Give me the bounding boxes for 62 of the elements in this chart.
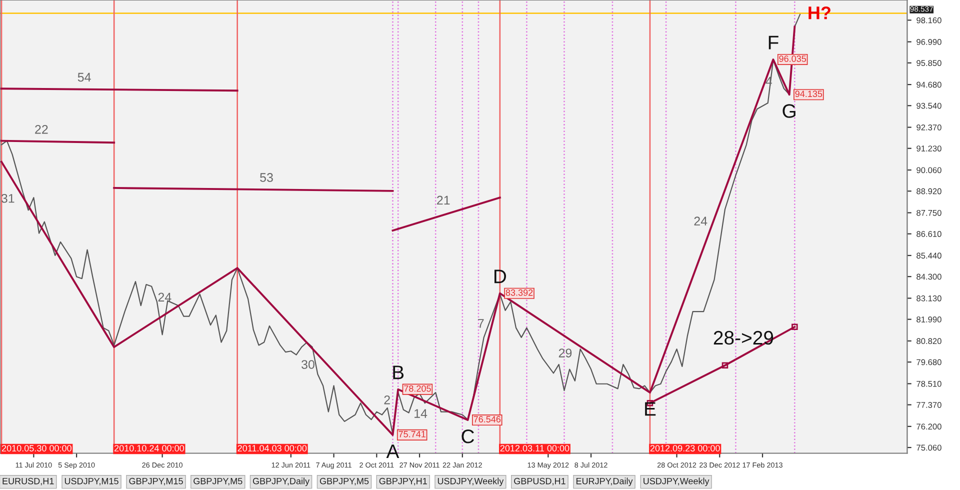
annotation: B bbox=[393, 366, 404, 380]
text: GBPJPY,M5 bbox=[194, 478, 242, 486]
annotation: 22 bbox=[35, 124, 48, 134]
text: EURJPY,Daily bbox=[576, 478, 633, 486]
point bbox=[722, 362, 728, 368]
ref-line-label: 2012.03.11 00:00 bbox=[500, 445, 570, 452]
data-label: 75.741 bbox=[398, 431, 426, 438]
y-tick-label: 79.680 bbox=[916, 359, 942, 366]
text: USDJPY,M15 bbox=[64, 478, 118, 486]
annotation: 24 bbox=[158, 292, 172, 302]
y-tick-label: 91.230 bbox=[916, 146, 942, 152]
text: GBPUSD,H1 bbox=[514, 478, 566, 486]
data-label: 94.135 bbox=[795, 90, 822, 98]
text: GBPJPY,H1 bbox=[379, 478, 427, 486]
data-label: 96.035 bbox=[779, 56, 806, 62]
y-tick-label: 83.130 bbox=[916, 295, 942, 302]
ref-line-label: 2012.09.23 00:00 bbox=[650, 445, 720, 452]
y-tick-label: 93.540 bbox=[916, 102, 942, 109]
ref-line-label: 2011.04.03 00:00 bbox=[238, 445, 307, 452]
text: GBPJPY,M15 bbox=[129, 478, 183, 486]
y-tick-label: 95.850 bbox=[916, 60, 942, 66]
annotation: 29 bbox=[558, 348, 572, 358]
text: EURUSD,H1 bbox=[2, 478, 54, 486]
y-tick-label: 76.200 bbox=[916, 424, 942, 430]
annotation: 7 bbox=[478, 319, 484, 328]
y-tick-label: 90.060 bbox=[916, 167, 942, 174]
y-tick-label: 98.160 bbox=[916, 17, 942, 24]
y-tick-label: 80.820 bbox=[916, 338, 942, 344]
ref-line-label: 2010.10.24 00:00 bbox=[114, 445, 184, 452]
annotation: 21 bbox=[437, 196, 450, 205]
data-label: 83.392 bbox=[506, 289, 533, 296]
data-label: 78.205 bbox=[404, 385, 431, 392]
y-tick-label: 87.750 bbox=[916, 210, 942, 216]
ref-line-label: 2010.05.30 00:00 bbox=[2, 445, 72, 452]
y-tick-label: 96.990 bbox=[916, 39, 942, 45]
y-tick-label: 88.920 bbox=[916, 188, 942, 194]
annotation: 24 bbox=[694, 216, 708, 226]
annotation: 28->29 bbox=[714, 330, 774, 345]
annotation: C bbox=[462, 430, 474, 444]
y-tick-label: 92.370 bbox=[916, 124, 942, 130]
point bbox=[792, 324, 798, 330]
y-tick-label: 84.300 bbox=[916, 274, 942, 280]
annotation: 14 bbox=[414, 409, 428, 418]
text: USDJPY,Weekly bbox=[644, 478, 710, 486]
y-tick-label: 75.060 bbox=[916, 444, 942, 451]
y-tick-label: 78.510 bbox=[916, 380, 942, 387]
annotation: 2 bbox=[384, 396, 390, 404]
annotation: 54 bbox=[78, 72, 91, 82]
annotation: F bbox=[768, 36, 778, 50]
y-tick-label: 86.610 bbox=[916, 231, 942, 237]
y-tick-label: 85.440 bbox=[916, 252, 942, 259]
text: USDJPY,Weekly bbox=[438, 478, 504, 486]
annotation: A bbox=[386, 444, 400, 458]
y-tick-label: 77.370 bbox=[916, 402, 942, 408]
text: GBPJPY,M5 bbox=[320, 478, 369, 486]
annotation: 53 bbox=[260, 173, 273, 182]
annotation: G bbox=[782, 104, 796, 118]
y-tick-label: 81.990 bbox=[916, 316, 942, 322]
text: GBPJPY,Daily bbox=[252, 478, 310, 486]
data-label: 76.546 bbox=[474, 416, 501, 422]
y-tick-label: 94.680 bbox=[916, 82, 942, 88]
annotation: 30 bbox=[302, 360, 314, 369]
